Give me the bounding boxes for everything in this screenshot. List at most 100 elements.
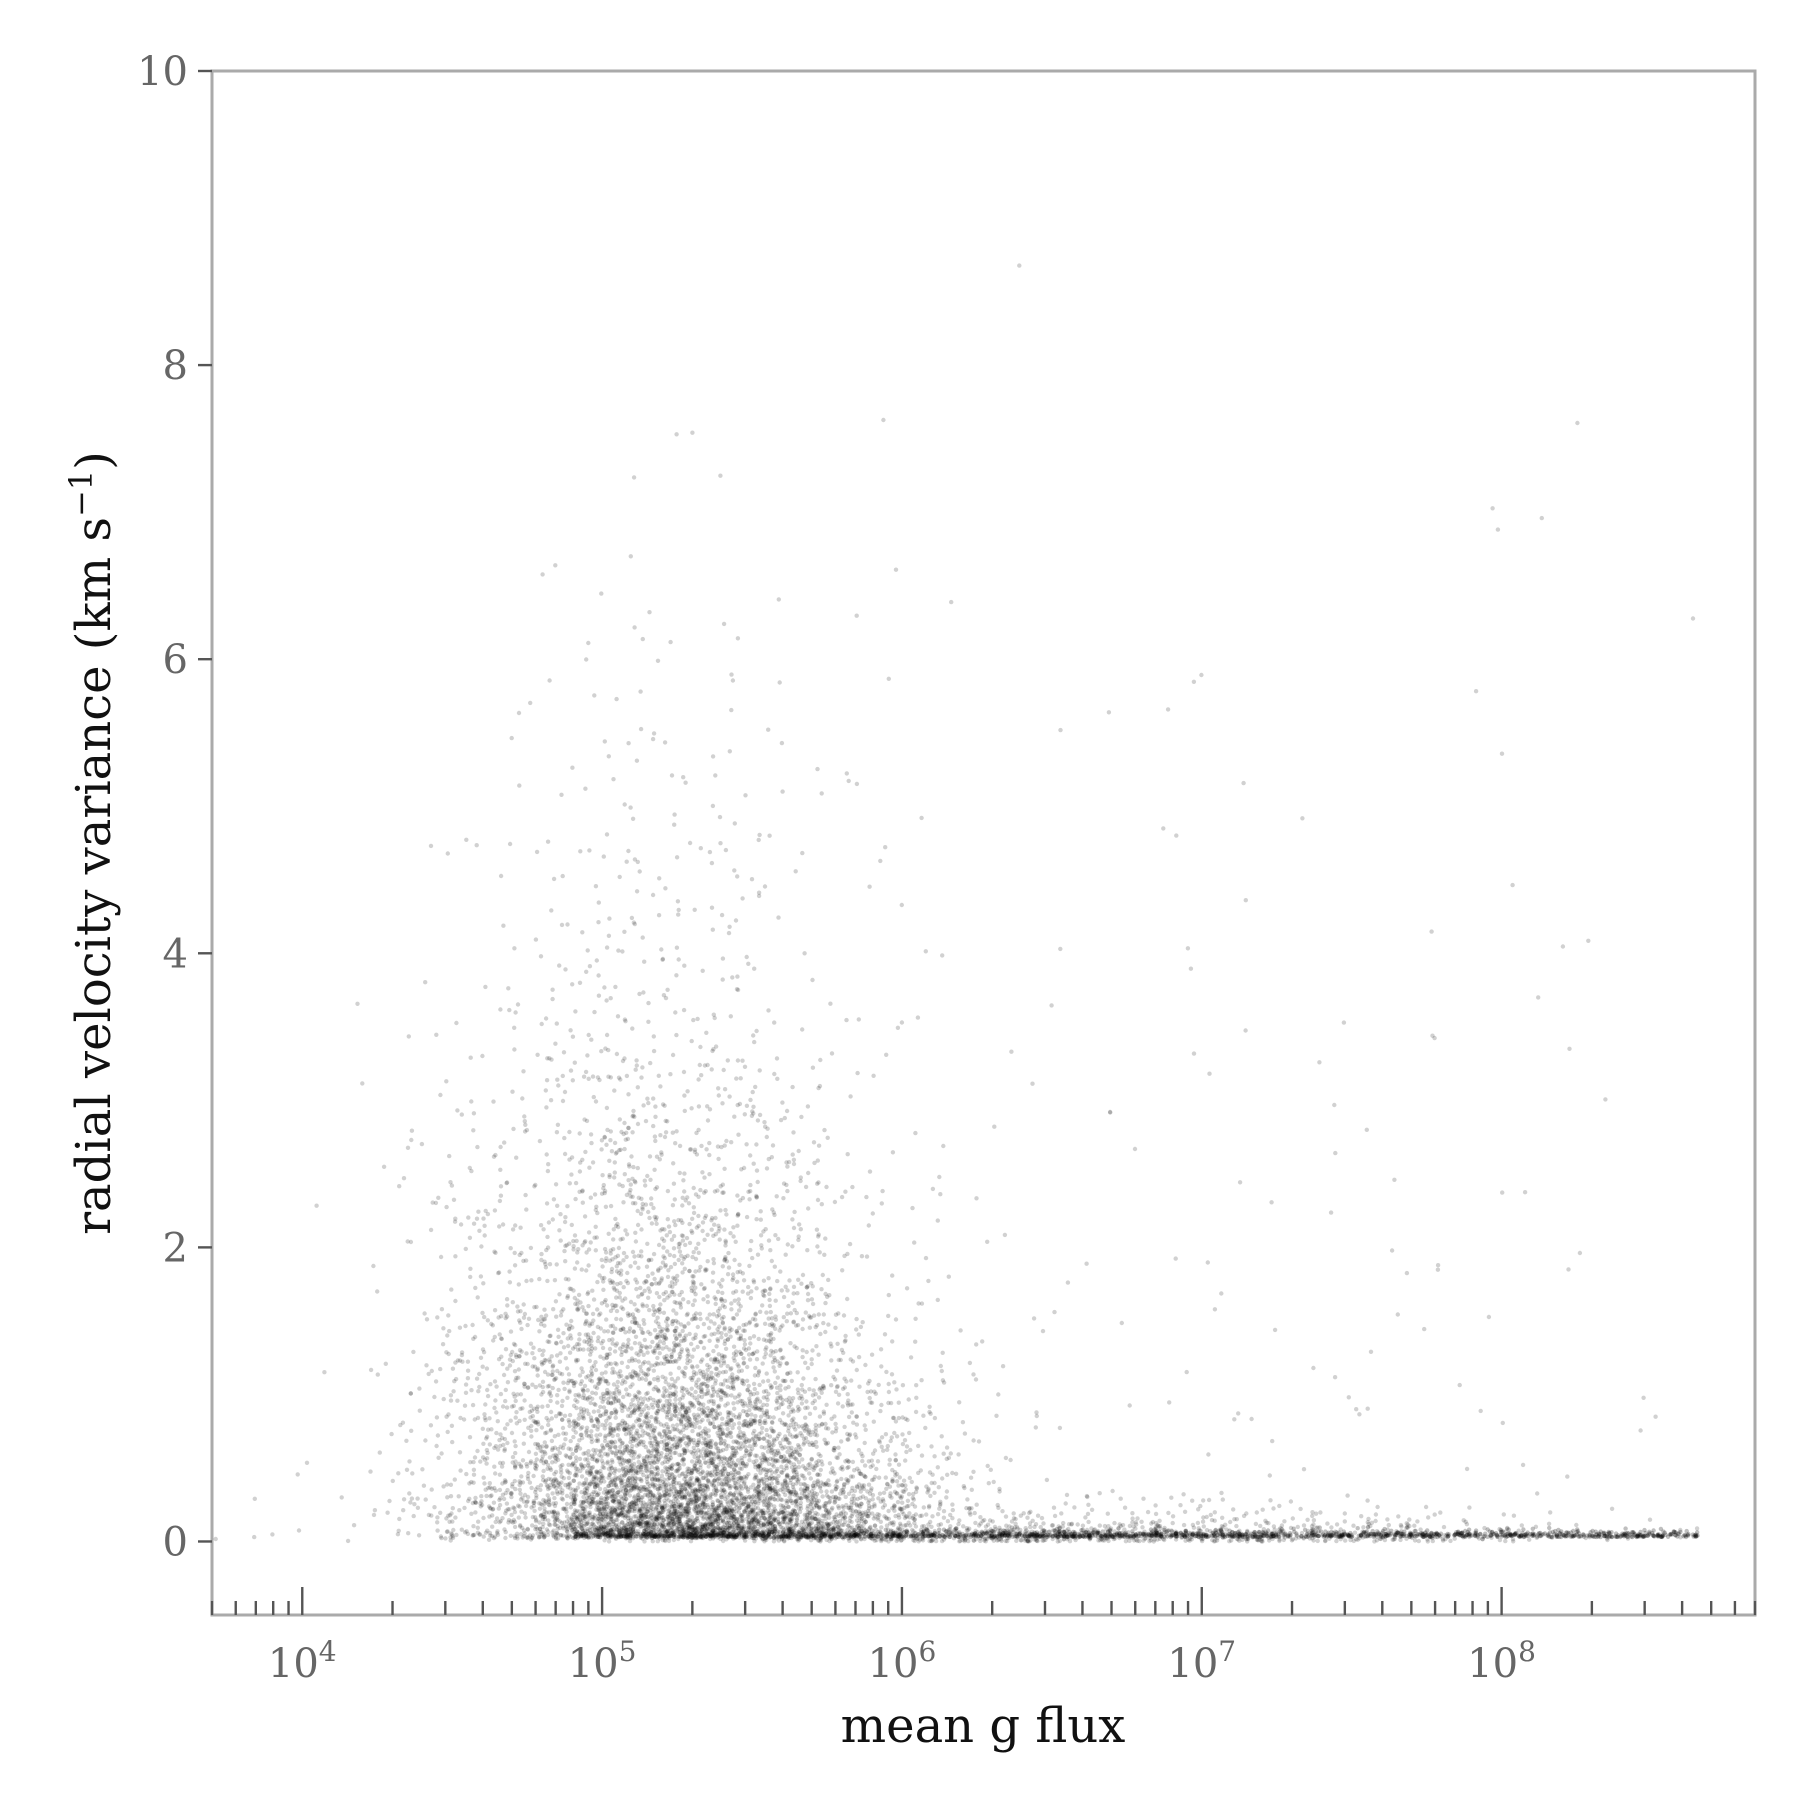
- scatter-point: [471, 1467, 477, 1473]
- scatter-point: [754, 1217, 759, 1222]
- scatter-point: [551, 1533, 556, 1538]
- scatter-point: [604, 832, 610, 837]
- scatter-point: [630, 1382, 635, 1387]
- scatter-point: [515, 1536, 520, 1541]
- scatter-point: [603, 1370, 608, 1375]
- scatter-point: [974, 1196, 979, 1201]
- scatter-point: [547, 1455, 553, 1460]
- scatter-point: [683, 1242, 688, 1248]
- scatter-point: [728, 1231, 733, 1236]
- scatter-point: [411, 1349, 416, 1355]
- scatter-point: [691, 1250, 696, 1255]
- scatter-point: [748, 1189, 753, 1194]
- scatter-point: [717, 1226, 722, 1231]
- scatter-point: [767, 1297, 772, 1303]
- scatter-point: [672, 1485, 677, 1490]
- scatter-point: [662, 1337, 667, 1342]
- scatter-point: [723, 1238, 728, 1244]
- scatter-point: [790, 1217, 795, 1222]
- scatter-point: [495, 1419, 500, 1424]
- scatter-point: [622, 802, 627, 807]
- scatter-point: [612, 1175, 617, 1180]
- scatter-point: [580, 1369, 585, 1375]
- scatter-point: [881, 1448, 886, 1453]
- scatter-point: [500, 1516, 505, 1521]
- scatter-point: [763, 1347, 768, 1352]
- scatter-point: [693, 1389, 698, 1395]
- scatter-point: [547, 1391, 552, 1396]
- scatter-point: [749, 1412, 754, 1417]
- scatter-point: [537, 1347, 542, 1353]
- scatter-point: [607, 1158, 612, 1164]
- scatter-point: [647, 1289, 652, 1294]
- scatter-point: [864, 1411, 870, 1416]
- scatter-point: [669, 1466, 674, 1472]
- scatter-point: [507, 841, 513, 847]
- scatter-point: [444, 1516, 449, 1521]
- scatter-point: [522, 1311, 528, 1317]
- scatter-point: [816, 1085, 821, 1091]
- scatter-point: [705, 1118, 711, 1123]
- scatter-point: [440, 1342, 446, 1347]
- scatter-point: [620, 1236, 625, 1242]
- scatter-point: [445, 1429, 450, 1435]
- scatter-point: [656, 1345, 661, 1351]
- scatter-point: [923, 1255, 929, 1261]
- scatter-point: [647, 1366, 652, 1372]
- scatter-point: [680, 1238, 686, 1243]
- scatter-point: [768, 1248, 773, 1253]
- scatter-point: [796, 1148, 801, 1154]
- scatter-point: [599, 1257, 604, 1263]
- scatter-point: [570, 1451, 575, 1457]
- scatter-point: [724, 1212, 729, 1217]
- scatter-point: [586, 1492, 591, 1498]
- scatter-point: [557, 963, 562, 968]
- scatter-point: [761, 1379, 766, 1384]
- scatter-point: [663, 886, 668, 891]
- scatter-point: [540, 1404, 545, 1409]
- scatter-point: [659, 947, 664, 952]
- scatter-point: [651, 1474, 657, 1479]
- scatter-point: [705, 1452, 711, 1458]
- scatter-point: [591, 1094, 596, 1100]
- scatter-point: [615, 1379, 620, 1385]
- scatter-point: [751, 1334, 757, 1339]
- scatter-point: [560, 1073, 565, 1079]
- scatter-point: [620, 1183, 625, 1189]
- scatter-point: [786, 1428, 791, 1434]
- scatter-point: [543, 1088, 548, 1093]
- scatter-point: [810, 1348, 815, 1353]
- scatter-point: [639, 1196, 644, 1202]
- scatter-point: [509, 1512, 514, 1518]
- scatter-point: [448, 1398, 454, 1403]
- scatter-point: [580, 1243, 585, 1248]
- scatter-point: [841, 1313, 847, 1318]
- scatter-point: [784, 1319, 789, 1324]
- scatter-point: [492, 1308, 498, 1313]
- scatter-point: [638, 1412, 643, 1418]
- scatter-point: [564, 1501, 570, 1507]
- scatter-point: [599, 1458, 605, 1464]
- scatter-point: [541, 1348, 546, 1354]
- scatter-point: [590, 1311, 596, 1317]
- scatter-point: [633, 1239, 639, 1244]
- scatter-point: [727, 1456, 733, 1462]
- scatter-point: [696, 1394, 701, 1399]
- scatter-point: [645, 1535, 650, 1540]
- scatter-point: [589, 1321, 595, 1327]
- scatter-point: [793, 869, 798, 874]
- scatter-point: [562, 1219, 568, 1225]
- scatter-point: [505, 1303, 510, 1308]
- scatter-point: [441, 1484, 446, 1489]
- scatter-point: [607, 1431, 612, 1437]
- scatter-point: [928, 1493, 933, 1499]
- scatter-point: [932, 1490, 937, 1496]
- scatter-point: [544, 1201, 550, 1206]
- scatter-point: [765, 1505, 770, 1510]
- scatter-point: [487, 1442, 492, 1447]
- scatter-point: [607, 1346, 613, 1352]
- scatter-point: [585, 1388, 590, 1393]
- scatter-point: [662, 1134, 668, 1140]
- scatter-point: [670, 1052, 676, 1058]
- scatter-point: [646, 1000, 651, 1006]
